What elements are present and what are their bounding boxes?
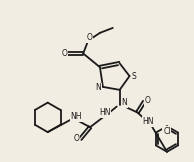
Text: N: N <box>95 83 101 92</box>
Text: NH: NH <box>71 112 82 121</box>
Text: N: N <box>122 98 127 107</box>
Text: O: O <box>61 49 67 58</box>
Text: HN: HN <box>99 108 111 117</box>
Text: O: O <box>86 33 92 42</box>
Text: HN: HN <box>143 117 154 126</box>
Text: Cl: Cl <box>163 127 171 136</box>
Text: O: O <box>73 134 79 144</box>
Text: S: S <box>132 72 136 81</box>
Text: O: O <box>144 96 150 105</box>
